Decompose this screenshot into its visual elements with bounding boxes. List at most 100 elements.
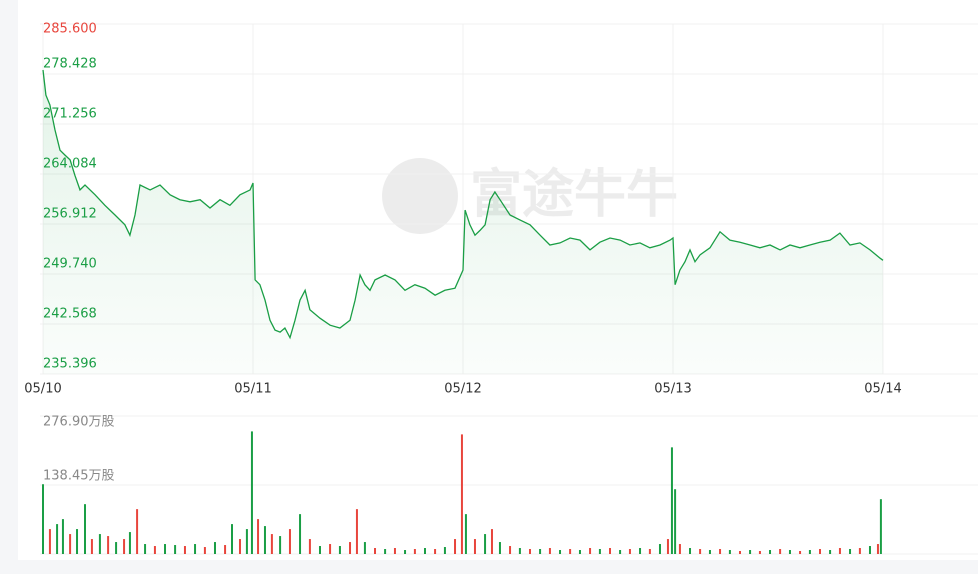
volume-bar [484,534,487,554]
volume-bar [349,542,352,554]
volume-bar [194,544,197,554]
volume-bar [263,526,266,554]
volume-bar [183,546,186,554]
volume-bar [639,548,642,554]
y-tick-label: 276.90万股 [43,415,115,430]
volume-bar [509,546,512,554]
volume-bar [136,509,139,554]
x-tick-label: 05/10 [24,382,61,397]
volume-bar [393,548,396,554]
volume-bar [548,548,551,554]
volume-bar [460,434,463,554]
volume-bar [329,544,332,554]
volume-bar [174,545,177,554]
volume-bar [498,542,501,554]
volume-bar [213,542,216,554]
y-tick-label: 271.256 [43,107,97,122]
y-tick-label: 285.600 [43,22,97,37]
volume-bar [203,547,206,554]
volume-bar [128,532,131,554]
volume-bar [658,544,661,554]
price-area [43,70,883,374]
volume-bar [648,549,651,554]
volume-bar [678,544,681,554]
volume-bar [578,550,581,554]
volume-bar [708,550,711,554]
volume-bar [90,539,93,554]
volume-bar [769,550,772,554]
volume-bar [98,534,101,554]
volume-bar [868,546,871,554]
volume-bar [107,536,110,554]
x-tick-label: 05/11 [234,382,271,397]
volume-bar [454,539,457,554]
volume-bar [829,550,832,554]
y-tick-label: 278.428 [43,57,97,72]
volume-bar [609,548,611,554]
volume-bar [689,548,692,554]
volume-bar [374,548,377,554]
volume-bar [443,547,446,554]
volume-bar [876,544,879,554]
volume-bar [464,514,467,554]
volume-bar [250,431,253,554]
volume-bar [224,545,227,554]
volume-bar [61,519,64,554]
volume-bar [115,542,118,554]
volume-bar [308,539,311,554]
volume-bar [279,536,282,554]
volume-bar [666,539,669,554]
volume-bar [231,524,233,554]
volume-bar [56,524,59,554]
volume-bar [858,548,861,554]
volume-bar [69,534,72,554]
watermark-logo [382,158,458,234]
volume-bar [808,550,811,554]
volume-bar [619,550,622,554]
volume-bar [738,551,741,554]
volume-bar [559,550,562,554]
volume-bar [434,549,437,554]
volume-bar [48,529,51,554]
volume-bar [788,550,791,554]
y-tick-label: 138.45万股 [43,469,115,484]
bottom-strip [0,560,978,574]
volume-bar [838,548,841,554]
volume-bar [318,546,321,554]
volume-bar [355,509,358,554]
x-tick-label: 05/13 [654,382,691,397]
volume-bar [270,534,273,554]
volume-bar [257,519,260,554]
volume-bar [363,542,366,554]
volume-bar [628,549,631,554]
volume-bar [674,489,677,554]
volume-bar [423,548,426,554]
volume-bar [76,529,79,554]
volume-bar [819,549,821,554]
volume-bar [598,549,601,554]
volume-bar [758,551,761,554]
volume-bar [670,447,673,554]
volume-bar [245,529,248,554]
volume-bar [144,544,147,554]
volume-bar [799,551,802,554]
volume-bar [728,550,731,554]
volume-bar [384,549,387,554]
volume-bar [123,539,126,554]
price-line [42,69,884,340]
volume-bar [84,504,86,554]
volume-bar [288,529,291,554]
volume-bar [779,549,782,554]
volume-bar [719,549,722,554]
volume-bar [473,539,476,554]
volume-bar [413,549,416,554]
volume-bar [528,549,531,554]
volume-bar [164,544,167,554]
volume-bar [849,549,852,554]
x-tick-label: 05/14 [864,382,901,397]
side-strip [0,0,18,574]
volume-bar [238,539,241,554]
watermark-group: 富途牛牛 [382,158,678,234]
volume-bar [153,546,156,554]
